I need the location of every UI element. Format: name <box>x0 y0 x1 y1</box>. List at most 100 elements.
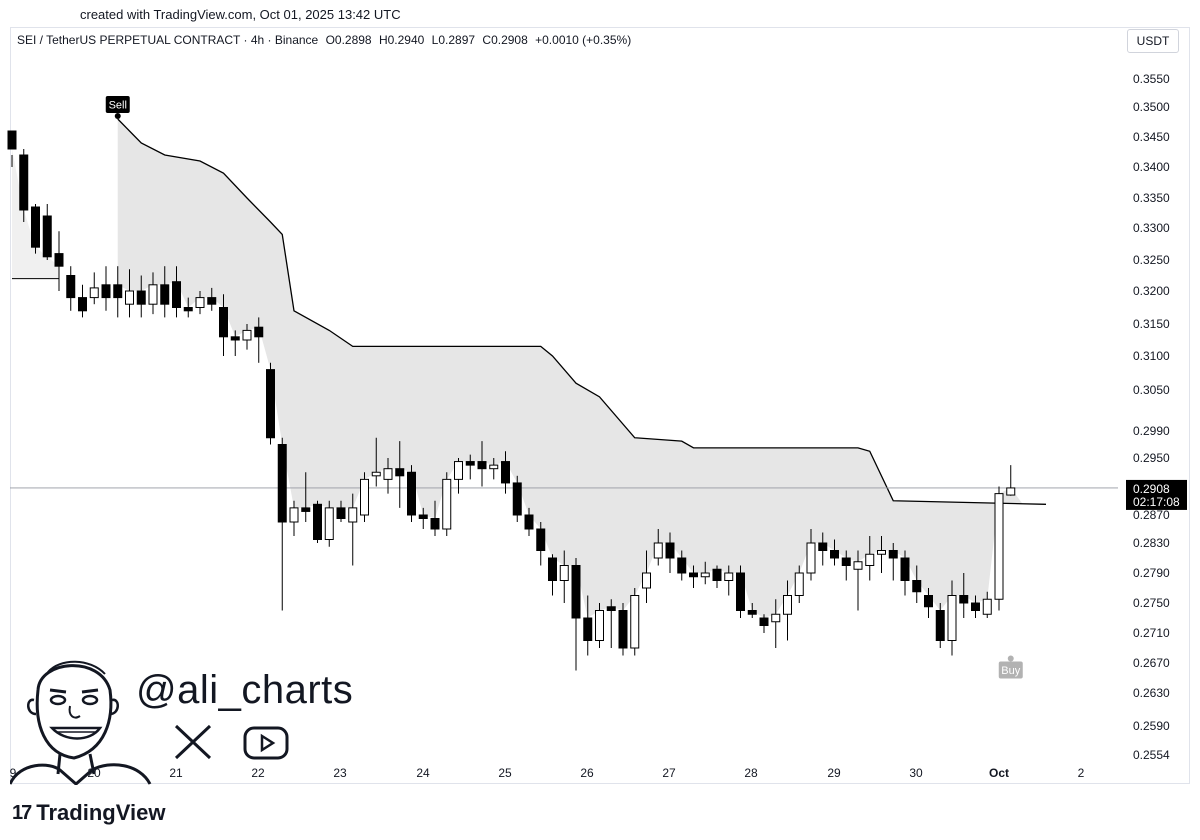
watermark-created: created with TradingView.com, Oct 01, 20… <box>80 7 401 22</box>
bear-candle-body <box>42 215 52 258</box>
y-tick-label: 0.2950 <box>1133 451 1170 465</box>
bull-candle-body <box>794 572 804 596</box>
candle <box>477 441 487 487</box>
x-tick-label: 30 <box>909 766 923 780</box>
candle <box>971 595 980 618</box>
bear-candle-body <box>172 281 181 309</box>
candle <box>1006 465 1016 496</box>
bear-candle-body <box>912 580 922 593</box>
candle <box>125 269 134 318</box>
candle <box>360 472 369 522</box>
bull-candle-body <box>783 595 792 615</box>
bear-candle-body <box>971 602 980 611</box>
chart-frame <box>10 27 1190 784</box>
candle <box>254 317 264 363</box>
bear-candle-body <box>665 542 675 559</box>
candle <box>31 204 40 254</box>
candle <box>747 603 757 618</box>
bull-candle-body <box>289 507 299 523</box>
x-tick-label: 29 <box>827 766 841 780</box>
bear-candle-body <box>689 572 698 578</box>
bear-candle-body <box>606 606 616 611</box>
countdown-label: 02:17:08 <box>1133 495 1180 509</box>
signal-label: Buy <box>1001 665 1020 677</box>
bear-candle-body <box>254 326 264 338</box>
bear-candle-body <box>230 336 240 341</box>
candle <box>724 565 734 596</box>
candle <box>771 599 781 648</box>
tradingview-logo[interactable]: 17 TradingView <box>12 800 165 826</box>
candle <box>935 603 945 648</box>
candle <box>442 472 452 536</box>
bull-candle-body <box>383 468 393 480</box>
bear-candle-body <box>336 507 346 519</box>
change-value: +0.0010 (+0.35%) <box>535 33 632 47</box>
currency-button[interactable]: USDT <box>1127 29 1179 53</box>
candle <box>160 266 170 318</box>
x-tick-label: 28 <box>744 766 758 780</box>
open-value: O0.2898 <box>325 33 372 47</box>
y-tick-label: 0.2590 <box>1133 719 1170 733</box>
candle <box>219 294 228 356</box>
candle <box>830 539 839 566</box>
author-handle: @ali_charts <box>136 668 354 712</box>
y-tick-label: 0.3350 <box>1133 191 1170 205</box>
bull-candle-body <box>489 464 499 470</box>
bull-candle-body <box>348 507 358 523</box>
candle <box>653 529 663 566</box>
y-tick-label: 0.2870 <box>1133 508 1170 522</box>
bull-candle-body <box>771 613 781 623</box>
bear-candle-body <box>524 514 534 530</box>
bull-candle-body <box>724 572 734 581</box>
x-tick-label: 25 <box>498 766 512 780</box>
y-tick-label: 0.2790 <box>1133 566 1170 580</box>
x-logo-icon[interactable] <box>170 722 216 762</box>
bear-candle-body <box>277 444 287 523</box>
candle <box>994 486 1004 611</box>
bull-candle-body <box>559 565 569 581</box>
candle <box>136 275 146 318</box>
candle <box>982 591 992 618</box>
y-tick-label: 0.3100 <box>1133 349 1170 363</box>
bull-candle-body <box>865 553 875 566</box>
avatar-illustration <box>10 660 152 785</box>
youtube-icon[interactable] <box>243 722 289 762</box>
candle <box>19 149 29 222</box>
tradingview-brand: TradingView <box>36 800 166 825</box>
candle <box>700 561 710 585</box>
bull-candle-body <box>806 542 816 574</box>
y-tick-label: 0.3050 <box>1133 383 1170 397</box>
candle <box>183 297 193 318</box>
candle <box>677 550 687 581</box>
candle <box>242 324 252 350</box>
bull-candle-body <box>700 572 710 578</box>
candle <box>172 266 181 318</box>
signal-badge <box>998 661 1023 679</box>
bear-candle-body <box>136 290 146 305</box>
bear-candle-body <box>395 468 405 477</box>
buy-signal: Buy <box>998 655 1023 679</box>
bear-candle-body <box>841 557 851 566</box>
candle <box>512 475 522 522</box>
candles <box>7 130 1016 671</box>
bull-candle-body <box>125 290 134 305</box>
x-tick-label: 9 <box>10 766 17 780</box>
candle <box>89 272 99 305</box>
candle <box>689 565 698 588</box>
candle <box>418 507 428 529</box>
candle <box>924 588 933 618</box>
bear-candle-body <box>501 461 510 484</box>
bear-candle-body <box>7 130 17 150</box>
bear-candle-body <box>759 617 769 626</box>
candle <box>912 565 922 603</box>
candle <box>571 558 581 671</box>
bull-candle-body <box>371 471 381 477</box>
candle <box>42 204 52 260</box>
bear-candle-body <box>219 307 228 338</box>
bear-candle-body <box>736 572 745 611</box>
bear-candle-body <box>19 154 29 211</box>
signal-badge <box>105 96 130 113</box>
candle <box>618 603 628 656</box>
bull-candle-body <box>195 297 205 309</box>
